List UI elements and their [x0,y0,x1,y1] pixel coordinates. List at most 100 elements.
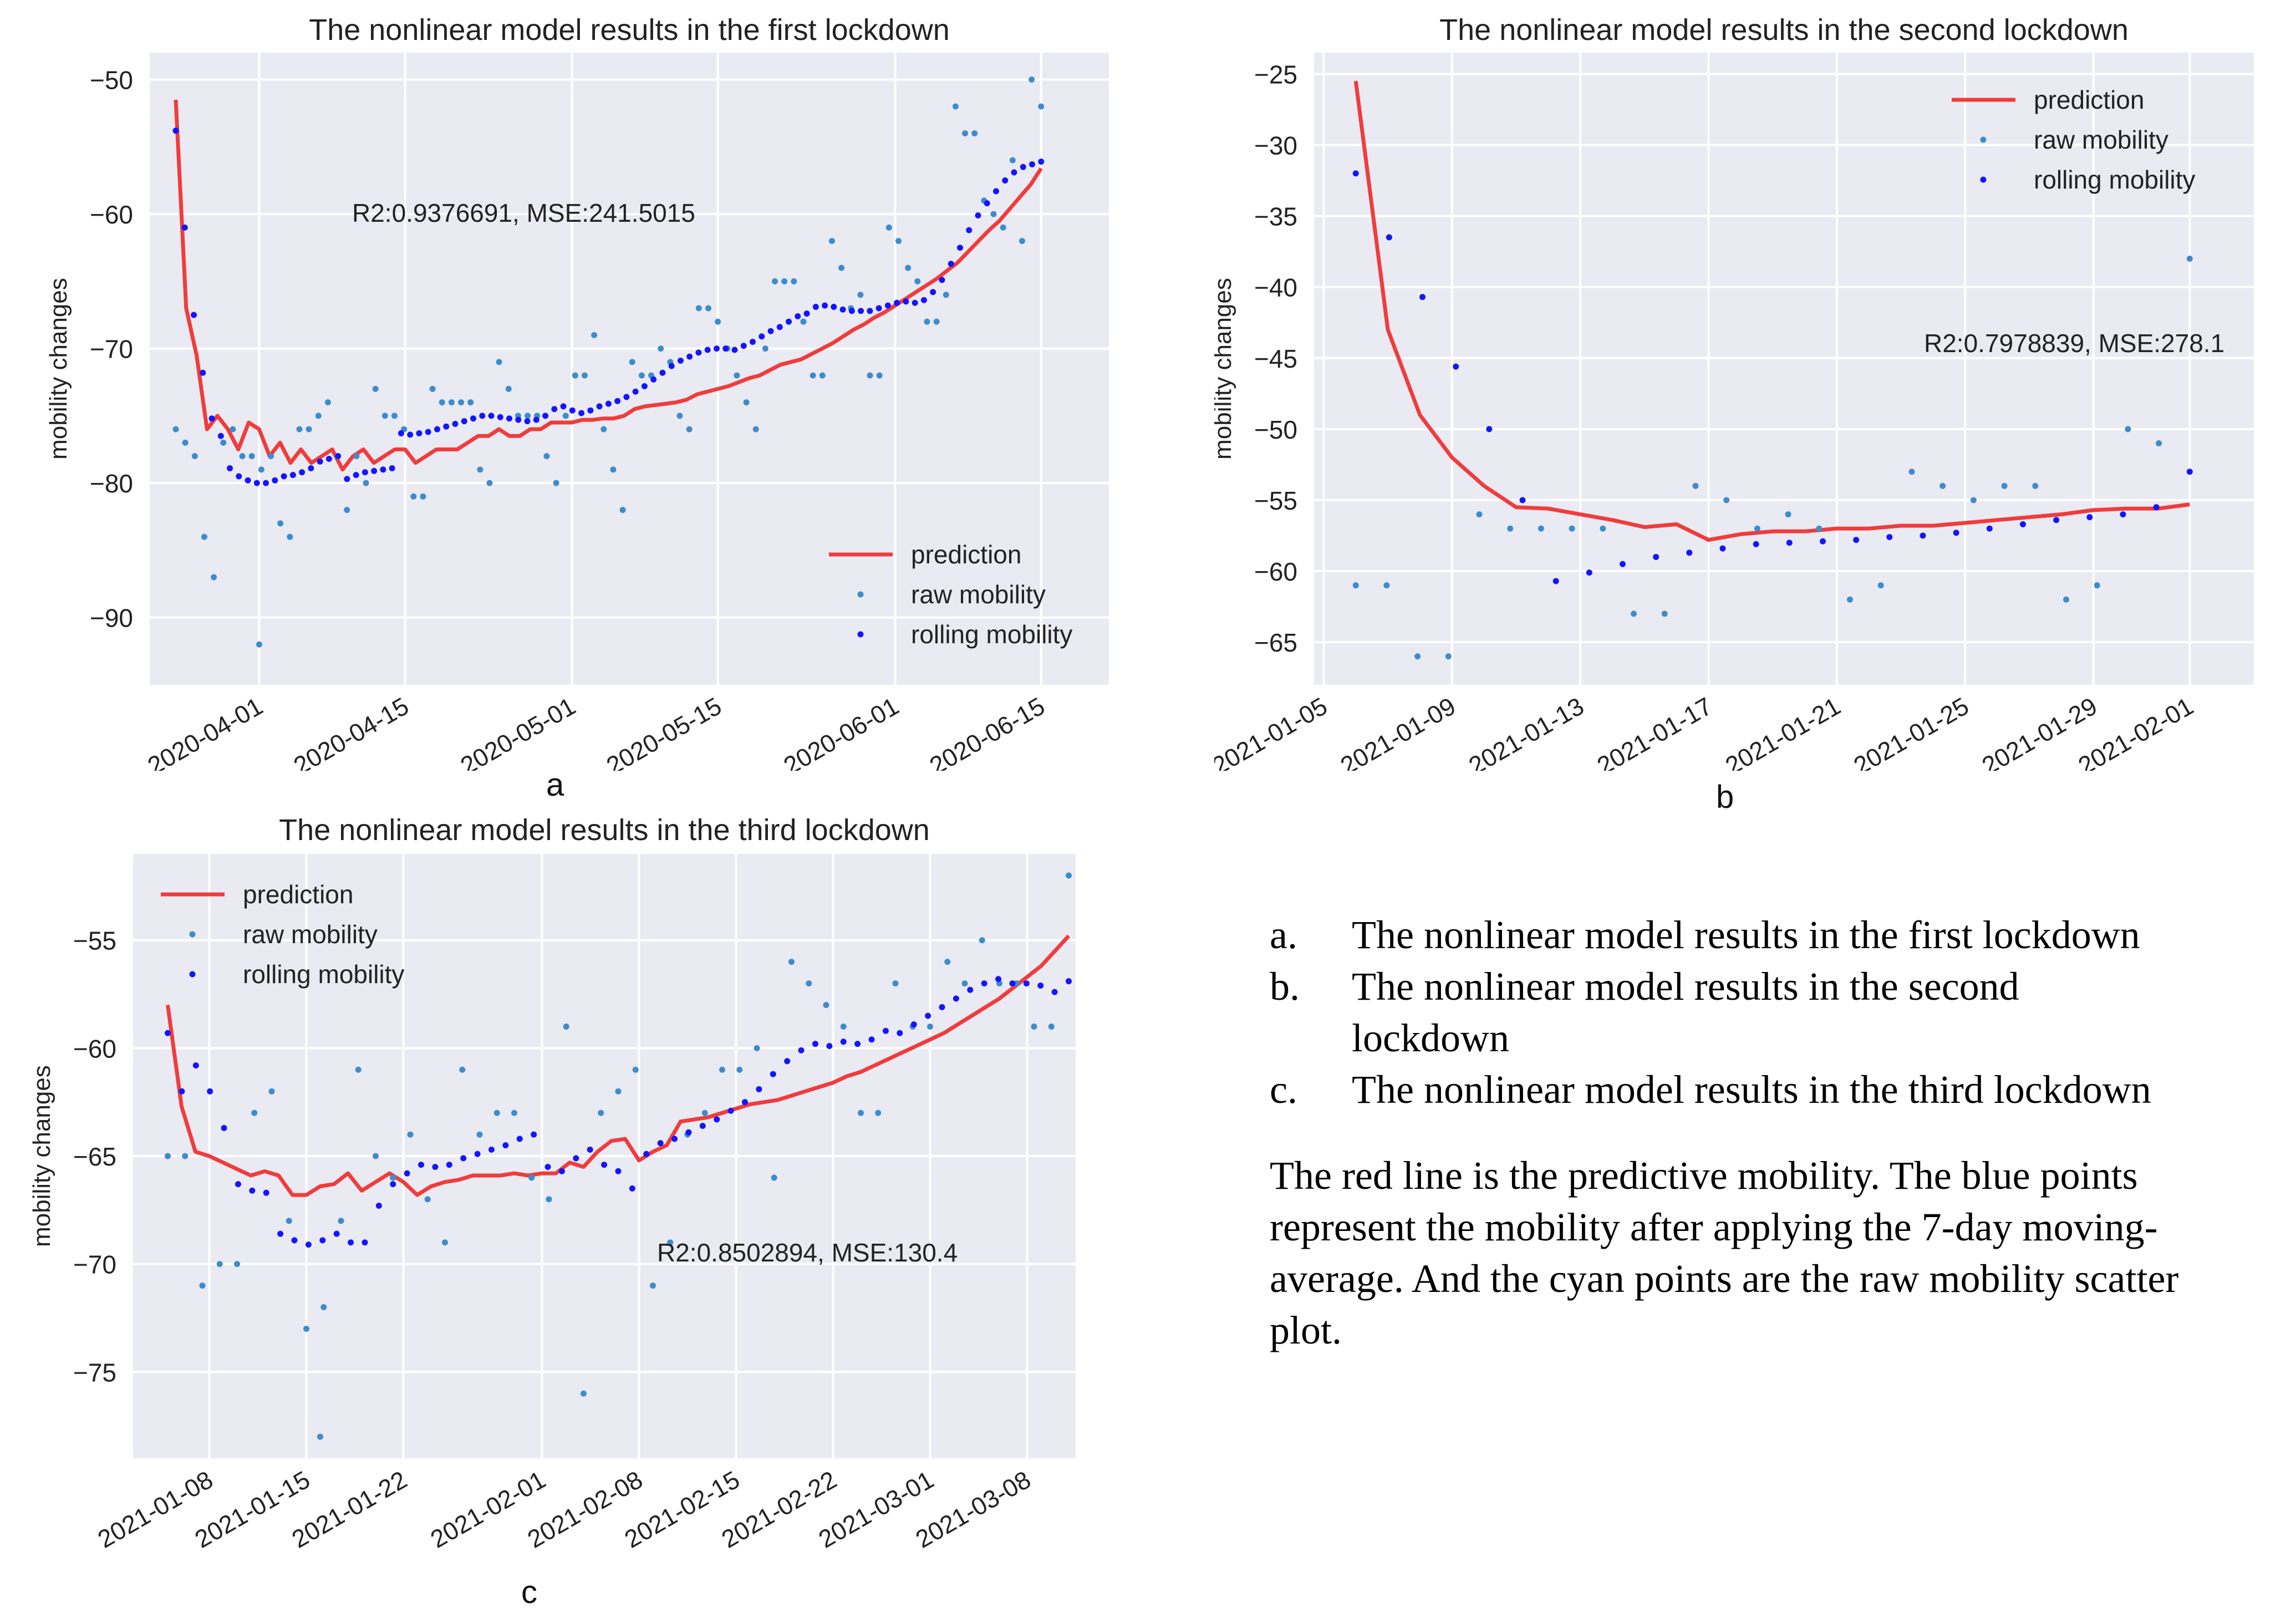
raw-point [1066,872,1072,879]
rolling-point [867,308,873,314]
raw-point [762,345,768,352]
rolling-point [425,429,431,435]
raw-point [439,399,445,406]
y-axis-label: mobility changes [28,1065,55,1247]
rolling-point [758,333,765,340]
raw-point [467,399,474,406]
x-tick-label: 2020-05-15 [602,691,726,771]
rolling-point [558,1168,565,1174]
raw-point [771,1174,777,1181]
raw-point [952,103,959,110]
x-tick-label: 2021-01-13 [1464,691,1589,771]
raw-point [410,493,417,500]
rolling-point [822,302,828,309]
raw-point [632,1066,639,1073]
raw-point [944,959,951,965]
rolling-point [407,431,414,438]
rolling-point [333,1230,340,1237]
rolling-point [1586,569,1592,576]
legend-rolling-label: rolling mobility [2034,165,2195,194]
raw-point [736,1066,743,1073]
rolling-point [560,403,567,410]
rolling-point [1066,978,1072,985]
y-tick-label: −40 [1254,273,1297,302]
caption-marker: c. [1270,1067,1297,1112]
rolling-point [245,477,251,484]
raw-point [676,413,683,419]
chart-a-svg: −90 −80 −70 −60 −50 2020-04-01 2020-04-15 2020-… [45,13,1109,780]
raw-point [525,413,531,419]
raw-point [201,533,207,540]
raw-point [1816,525,1822,532]
rolling-point [371,467,378,474]
raw-point [191,453,198,460]
raw-point [2186,255,2193,262]
rolling-point [460,1155,467,1162]
rolling-point [767,328,774,334]
rolling-point [2053,517,2060,523]
subfigure-label-b: b [1716,779,1734,815]
rolling-point [1853,537,1860,543]
raw-point [961,980,968,987]
rolling-point [685,1129,692,1136]
rolling-point [192,1062,199,1068]
rolling-point [975,212,981,218]
rolling-point [897,1030,903,1036]
rolling-point [172,128,179,134]
rolling-point [418,1162,425,1168]
raw-point [268,453,274,460]
rolling-point [727,1107,734,1114]
rolling-point [308,465,314,471]
raw-point [220,439,227,446]
raw-point [876,372,883,379]
rolling-point [404,1170,410,1177]
rolling-point [840,1039,847,1045]
rolling-point [1753,541,1759,547]
rolling-point [1002,177,1009,184]
y-tick-label: −25 [1254,60,1297,89]
raw-point [1029,77,1035,83]
plot-area [150,53,1109,685]
rolling-point [2019,521,2026,528]
rolling-point [1986,525,1993,532]
raw-point [667,1239,674,1246]
rolling-point [325,456,332,462]
subfigure-label-a: a [546,767,564,803]
x-tick-label: 2020-06-01 [779,691,904,771]
rolling-point [221,1124,227,1131]
raw-point [2125,426,2131,432]
raw-point [581,1390,587,1397]
raw-point [933,318,940,325]
rolling-point [657,1140,664,1147]
rolling-point [699,1123,706,1129]
raw-point [239,453,246,460]
y-tick-label: −60 [1254,557,1297,586]
raw-point [424,1196,431,1203]
raw-point [772,278,778,284]
raw-point [810,372,816,379]
raw-point [734,372,740,379]
rolling-point [2120,511,2126,518]
raw-point [990,211,997,217]
rolling-point [623,394,630,400]
rolling-point [344,476,350,482]
legend-prediction-label: prediction [911,540,1021,569]
y-axis-label: mobility changes [1214,278,1236,460]
rolling-point [1686,549,1693,556]
subfigure-label-c: c [521,1574,537,1610]
y-tick-label: −65 [1254,628,1297,657]
raw-point [885,224,892,231]
legend-rolling-swatch [857,631,864,638]
raw-point [1352,582,1359,589]
figure-caption: a. The nonlinear model results in the fir… [1270,909,2268,1356]
raw-point [258,466,264,473]
raw-point [407,1131,414,1138]
raw-point [1970,497,1977,503]
rolling-point [235,1181,241,1188]
raw-point [658,345,664,352]
legend-rolling-swatch [1980,176,1987,183]
rolling-point [686,353,693,360]
y-tick-label: −65 [73,1142,116,1171]
rolling-point [2153,504,2160,511]
raw-point [182,1153,189,1159]
